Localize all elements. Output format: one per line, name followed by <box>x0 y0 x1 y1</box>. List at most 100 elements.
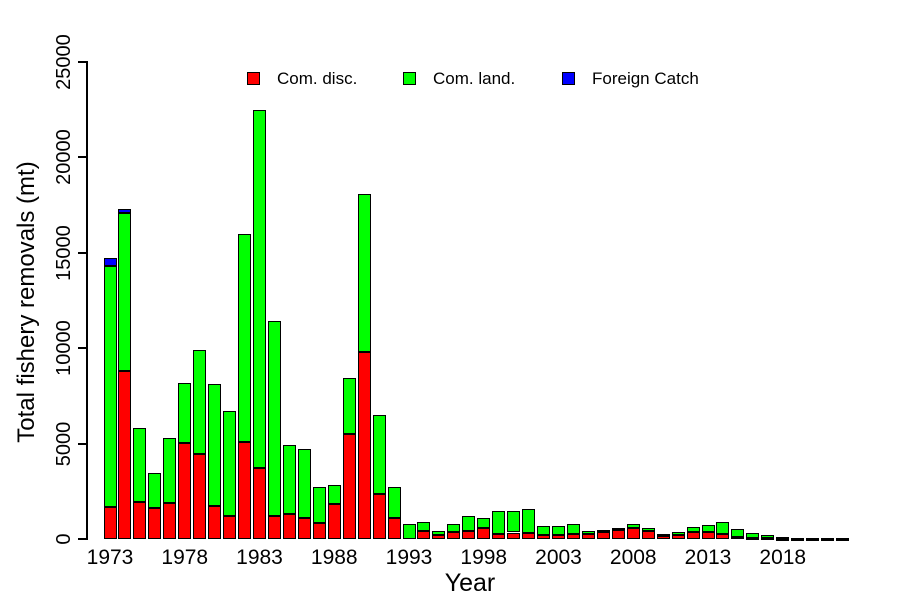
bar-segment-com-land-1977 <box>163 437 177 503</box>
bar-segment-com-disc-1973 <box>103 506 117 539</box>
x-tick-label-1998: 1998 <box>460 546 508 569</box>
bar-segment-com-disc-1999 <box>492 534 506 539</box>
bar-segment-com-land-1991 <box>372 414 386 495</box>
bar-segment-com-disc-1994 <box>417 531 431 539</box>
bar-segment-com-land-2010 <box>656 534 670 537</box>
x-tick-label-1988: 1988 <box>310 546 358 569</box>
bar-segment-com-land-1989 <box>342 377 356 435</box>
y-tick-mark-0 <box>78 538 87 540</box>
legend-label: Foreign Catch <box>592 69 699 88</box>
bar-segment-com-land-2022 <box>836 538 850 541</box>
bar-segment-com-land-2020 <box>806 538 820 541</box>
bar-segment-com-land-2012 <box>686 526 700 532</box>
bar-segment-com-land-2008 <box>626 524 640 529</box>
legend-swatch-icon <box>562 72 575 85</box>
bar-segment-com-disc-1984 <box>267 516 281 539</box>
bar-segment-com-land-1995 <box>432 530 446 535</box>
bar-segment-com-disc-1985 <box>282 514 296 539</box>
y-axis-title: Total fishery removals (mt) <box>13 161 40 443</box>
bar-segment-com-disc-2016 <box>746 537 760 540</box>
x-axis-title: Year <box>444 569 496 597</box>
bar-segment-com-land-1985 <box>282 444 296 515</box>
y-tick-mark-15000 <box>78 251 87 254</box>
bar-segment-com-disc-1998 <box>477 527 491 539</box>
legend-label: Com. land. <box>433 69 516 88</box>
x-tick-label-2018: 2018 <box>759 546 807 569</box>
legend-swatch-icon <box>403 72 416 85</box>
bar-segment-foreign-catch-1974 <box>118 208 132 213</box>
bar-segment-com-disc-1988 <box>327 503 341 539</box>
bar-segment-com-land-1983 <box>253 109 266 469</box>
bar-segment-com-disc-1995 <box>432 534 446 539</box>
bar-segment-com-disc-2006 <box>596 532 610 539</box>
x-tick-label-2013: 2013 <box>684 546 732 569</box>
bar-segment-com-disc-2012 <box>686 531 700 539</box>
bar-segment-com-land-2021 <box>821 538 835 541</box>
bar-segment-com-land-1994 <box>417 522 431 532</box>
bar-segment-com-disc-1982 <box>238 441 252 539</box>
bar-segment-com-land-2016 <box>746 532 760 538</box>
bar-segment-com-disc-1996 <box>447 532 461 539</box>
bar-segment-com-land-2017 <box>761 534 775 539</box>
bar-segment-com-land-2019 <box>791 538 805 541</box>
bar-segment-com-disc-2002 <box>537 535 551 539</box>
bar-segment-com-disc-1980 <box>208 505 222 539</box>
bar-segment-com-land-2009 <box>641 527 655 531</box>
bar-segment-com-land-1980 <box>208 384 222 506</box>
bar-segment-com-disc-1977 <box>163 502 177 539</box>
bar-segment-com-land-2011 <box>671 532 685 535</box>
bar-segment-com-land-1992 <box>387 486 401 518</box>
bar-segment-com-disc-1991 <box>372 494 386 539</box>
bar-segment-com-land-1974 <box>118 212 132 372</box>
bar-segment-com-disc-2009 <box>641 530 655 539</box>
legend-label: Com. disc. <box>277 69 358 88</box>
bar-segment-com-land-1988 <box>327 484 341 504</box>
bar-segment-com-disc-1976 <box>148 507 162 539</box>
y-tick-mark-5000 <box>78 442 87 445</box>
bar-segment-com-disc-1992 <box>387 518 401 539</box>
bar-segment-com-disc-2000 <box>507 532 521 539</box>
bar-segment-com-disc-2015 <box>731 537 745 540</box>
bar-segment-com-disc-1987 <box>312 522 326 539</box>
x-tick-label-1993: 1993 <box>385 546 433 569</box>
bar-segment-com-land-1987 <box>312 487 326 523</box>
bar-segment-com-disc-1989 <box>342 434 356 539</box>
legend-item-foreign-catch: Foreign Catch <box>562 70 699 87</box>
x-tick-label-2008: 2008 <box>609 546 657 569</box>
bar-segment-foreign-catch-1973 <box>103 257 117 267</box>
bar-segment-com-land-2007 <box>611 527 625 531</box>
y-tick-mark-10000 <box>78 347 87 350</box>
bar-segment-com-land-1979 <box>193 350 207 455</box>
bar-segment-com-disc-1974 <box>118 371 132 539</box>
bar-segment-com-disc-2011 <box>671 534 685 539</box>
legend-item-com-disc: Com. disc. <box>247 70 357 87</box>
bar-segment-com-disc-1975 <box>133 501 147 539</box>
bar-segment-com-disc-1979 <box>193 454 207 539</box>
x-tick-label-2003: 2003 <box>535 546 582 569</box>
y-tick-mark-25000 <box>78 61 87 63</box>
bar-segment-com-land-1990 <box>357 193 371 352</box>
bar-segment-com-disc-2005 <box>581 534 595 539</box>
bar-segment-com-land-2004 <box>566 524 580 535</box>
legend-item-com-land: Com. land. <box>403 70 515 87</box>
bar-segment-com-land-2006 <box>596 530 610 533</box>
bar-segment-com-disc-2008 <box>626 528 640 539</box>
bar-segment-com-land-1975 <box>133 428 147 502</box>
bar-segment-com-disc-2007 <box>611 530 625 539</box>
y-tick-label-25000: 25000 <box>53 34 75 90</box>
bar-segment-com-land-2003 <box>552 525 565 535</box>
bar-segment-com-land-1981 <box>223 411 237 517</box>
bar-segment-com-disc-2017 <box>761 538 775 541</box>
bar-segment-com-disc-2014 <box>716 534 730 539</box>
bar-segment-com-land-2013 <box>701 524 715 533</box>
bar-segment-com-land-1986 <box>297 449 311 518</box>
bar-segment-com-disc-2001 <box>522 532 536 539</box>
bar-segment-com-disc-1997 <box>462 531 476 539</box>
y-axis-line <box>86 61 88 540</box>
bar-segment-com-land-2001 <box>522 509 536 533</box>
bar-segment-com-land-1984 <box>267 321 281 517</box>
x-tick-label-1973: 1973 <box>86 546 134 569</box>
bar-segment-com-land-1999 <box>492 510 506 535</box>
bar-segment-com-land-2000 <box>507 510 521 533</box>
